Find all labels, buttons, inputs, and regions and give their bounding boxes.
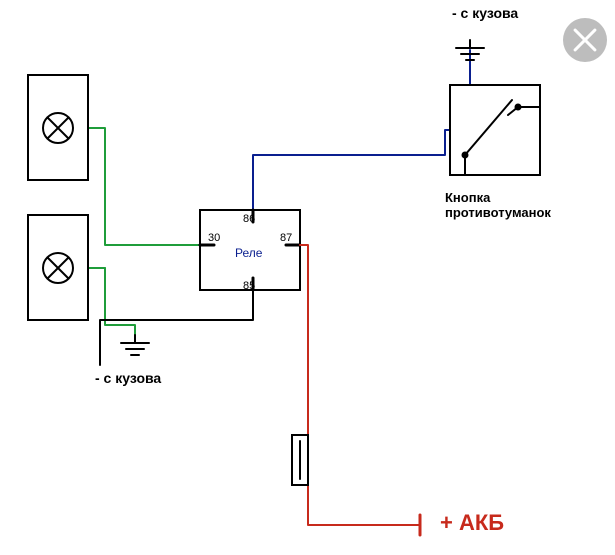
close-icon[interactable] bbox=[563, 18, 607, 62]
label-pin30: 30 bbox=[208, 232, 220, 244]
label-pin85: 85 bbox=[243, 280, 255, 292]
label-body-left: - с кузова bbox=[95, 370, 161, 386]
label-pin87: 87 bbox=[280, 232, 292, 244]
label-switch: Кнопка противотуманок bbox=[445, 190, 551, 220]
label-akb: + АКБ bbox=[440, 510, 504, 536]
label-relay: Реле bbox=[235, 246, 262, 260]
label-pin86: 86 bbox=[243, 213, 255, 225]
label-body-top: - с кузова bbox=[452, 5, 518, 21]
diagram-canvas bbox=[0, 0, 615, 555]
